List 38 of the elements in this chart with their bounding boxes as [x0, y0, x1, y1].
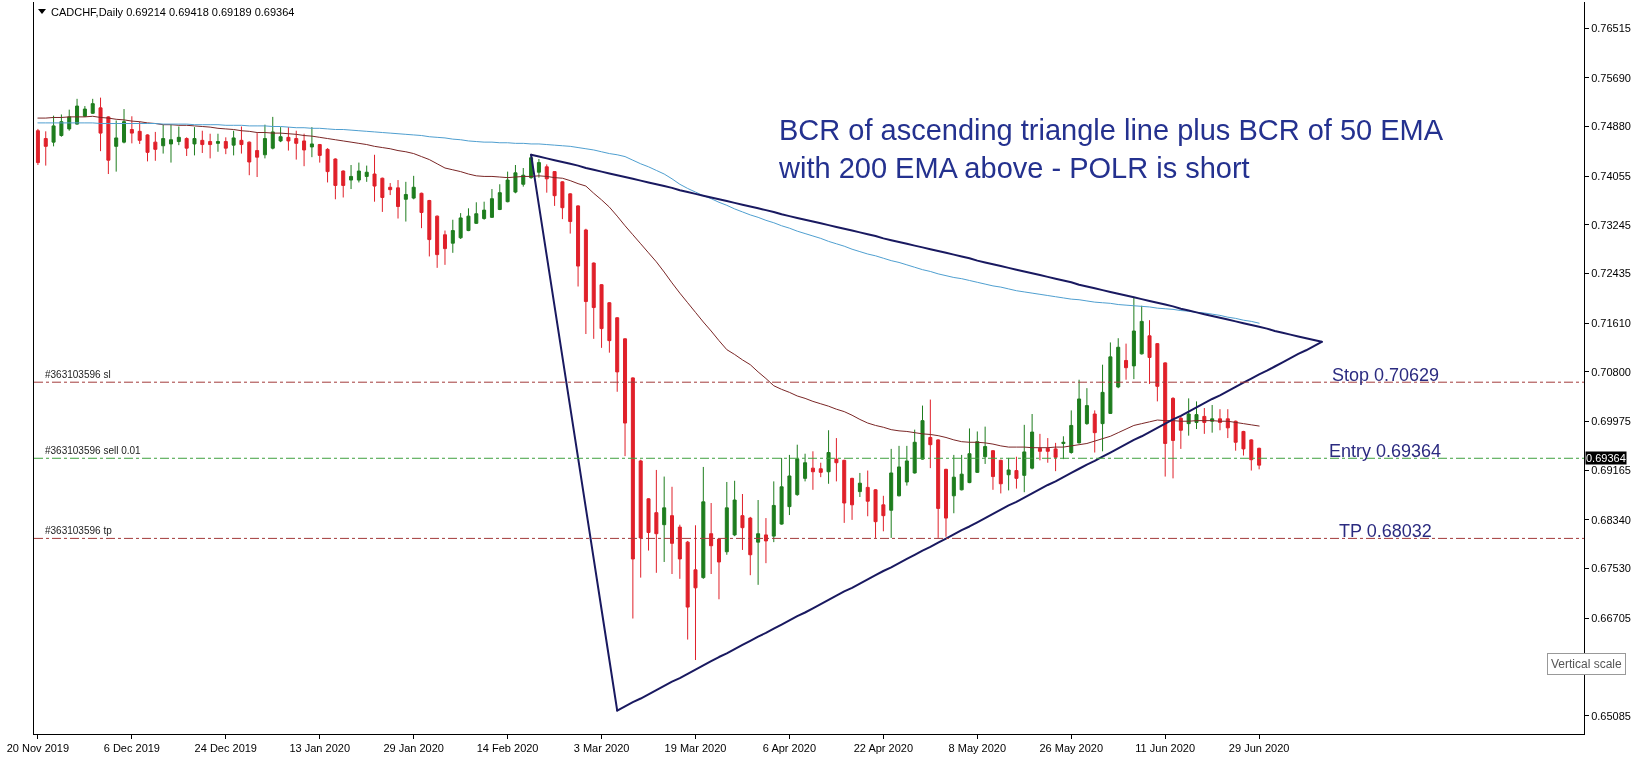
x-tick-label: 6 Apr 2020	[762, 742, 817, 755]
x-tick-label: 14 Feb 2020	[476, 742, 539, 755]
annotation: 0.69364	[1586, 452, 1626, 464]
ref-line-label: Stop 0.70629	[1332, 365, 1440, 385]
x-tick-label: 29 Jun 2020	[1228, 742, 1290, 755]
chart-title: CADCHF,Daily 0.69214 0.69418 0.69189 0.69364	[51, 5, 295, 18]
x-tick-label: 3 Mar 2020	[573, 742, 630, 755]
x-tick-label: 13 Jan 2020	[289, 742, 351, 755]
x-tick-label: 22 Apr 2020	[853, 742, 914, 755]
y-tick-label: 0.69165	[1591, 464, 1631, 477]
y-tick-label: 0.67530	[1591, 562, 1631, 575]
ref-line-label: Entry 0.69364	[1329, 441, 1442, 461]
y-tick-label: 0.69975	[1591, 415, 1631, 428]
annotation: #363103596 tp	[45, 525, 113, 536]
x-tick-label: 29 Jan 2020	[383, 742, 444, 755]
annotation: #363103596 sell 0.01	[45, 445, 142, 456]
x-tick-label: 20 Nov 2019	[6, 742, 70, 755]
y-tick-label: 0.73245	[1591, 218, 1631, 231]
x-tick-label: 19 Mar 2020	[664, 742, 727, 755]
y-tick-label: 0.66705	[1591, 612, 1631, 625]
y-tick-label: 0.72435	[1591, 267, 1631, 280]
annotation: #363103596 sl	[45, 369, 111, 380]
x-tick-label: 8 May 2020	[948, 742, 1007, 755]
x-tick-label: 24 Dec 2019	[194, 742, 257, 755]
annotation: BCR of ascending triangle line plus BCR of 50 EMA with 200 EMA above - POLR is short	[778, 114, 1444, 184]
y-tick-label: 0.68340	[1591, 513, 1631, 526]
y-tick-label: 0.76515	[1591, 22, 1631, 35]
x-tick-label: 11 Jun 2020	[1135, 742, 1196, 755]
x-tick-label: 6 Dec 2019	[103, 742, 160, 755]
y-tick-label: 0.65085	[1591, 709, 1631, 722]
annotation: Vertical scale	[1551, 657, 1623, 671]
y-tick-label: 0.71610	[1591, 317, 1631, 330]
x-tick-label: 26 May 2020	[1039, 742, 1104, 755]
y-tick-label: 0.70800	[1591, 365, 1631, 378]
y-tick-label: 0.74880	[1591, 120, 1631, 133]
y-tick-label: 0.74055	[1591, 169, 1631, 182]
y-tick-label: 0.75690	[1591, 71, 1631, 84]
ref-line-label: TP 0.68032	[1339, 521, 1432, 541]
